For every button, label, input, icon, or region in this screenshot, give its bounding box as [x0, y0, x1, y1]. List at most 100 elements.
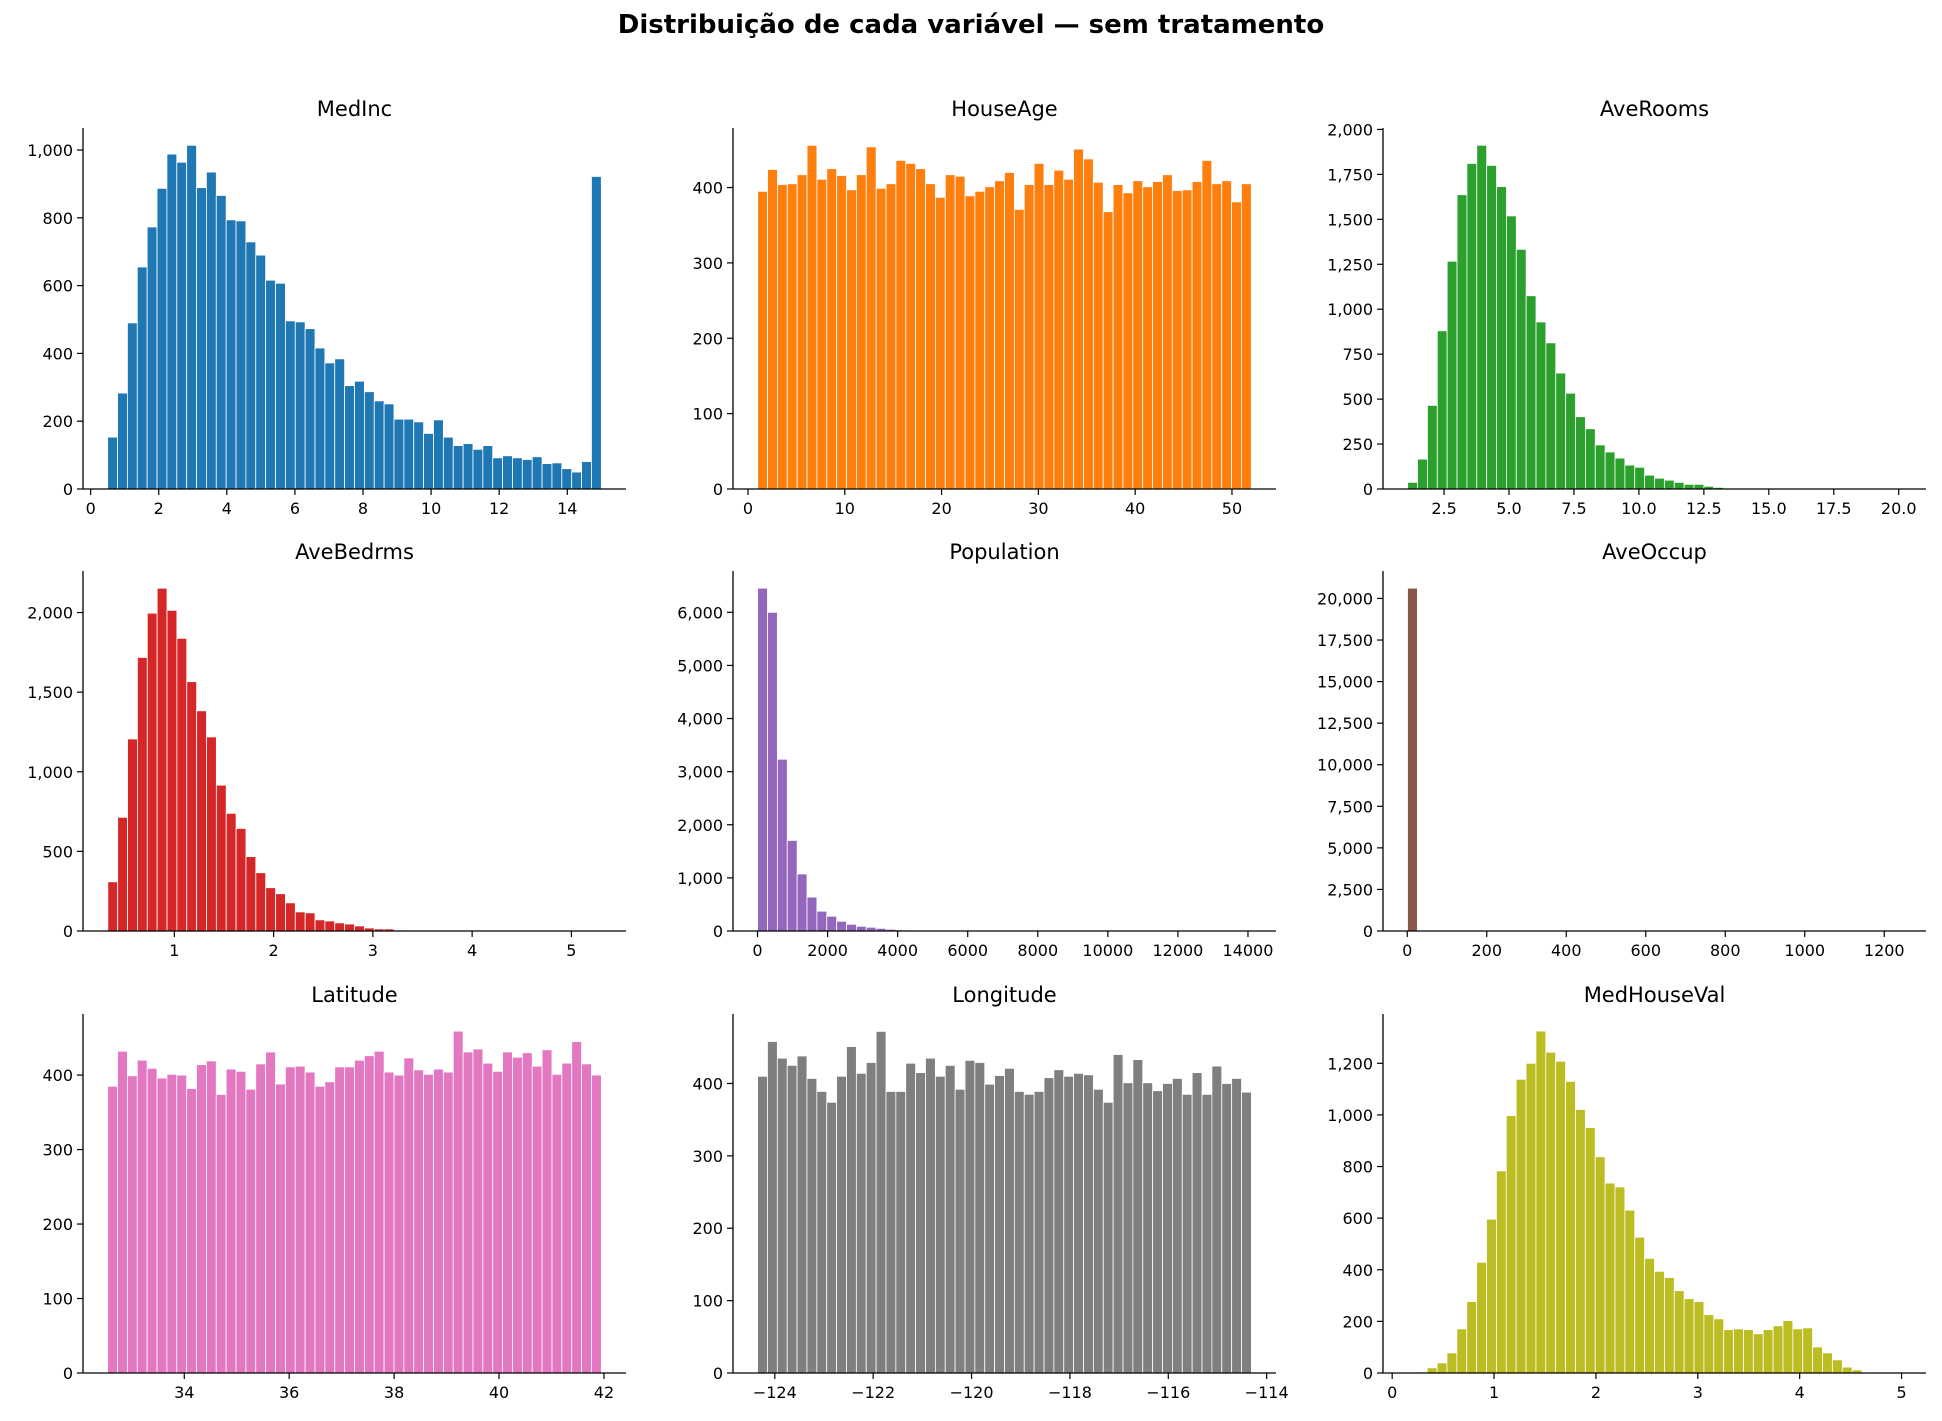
histogram-bar	[1162, 174, 1173, 490]
histogram-bar	[826, 1101, 838, 1374]
y-tick-label: 1,750	[1327, 165, 1373, 184]
histogram-bar	[865, 1062, 877, 1374]
y-tick-label: 2,500	[1327, 880, 1373, 899]
histogram-bar	[275, 282, 286, 490]
histogram-bar	[786, 183, 798, 490]
histogram-bar	[855, 1072, 867, 1374]
x-tick-label: 50	[1222, 499, 1242, 518]
histogram-bar	[423, 1073, 434, 1374]
histogram-bar	[1683, 1298, 1695, 1374]
x-tick-label: 10	[835, 499, 855, 518]
histogram-bar	[895, 1091, 907, 1374]
histogram-bar	[156, 587, 168, 932]
histogram-bar	[1584, 428, 1596, 490]
histogram-bar	[403, 1057, 415, 1374]
x-tick-label: 4000	[877, 941, 918, 960]
histogram-bar	[905, 163, 917, 490]
histogram-bar	[1221, 1083, 1233, 1374]
histogram-bar	[1545, 1051, 1557, 1374]
histogram-bar	[1575, 416, 1586, 490]
histogram-bar	[1043, 184, 1055, 490]
y-tick-label: 100	[42, 1290, 73, 1309]
x-tick-label: 0	[752, 941, 762, 960]
histogram-bar	[512, 457, 523, 490]
histogram-bar	[186, 1088, 197, 1374]
histogram-bar	[393, 1074, 405, 1374]
histogram-bar	[521, 1052, 533, 1374]
histogram-bar	[117, 392, 128, 490]
histogram-bar	[1624, 1209, 1636, 1374]
histogram-bar	[344, 1066, 355, 1374]
histogram-bar	[334, 358, 346, 490]
histogram-bar	[334, 1066, 346, 1374]
x-tick-label: 2	[154, 499, 164, 518]
histogram-bar	[186, 681, 198, 932]
histogram-bar	[373, 400, 385, 490]
histogram-bar	[954, 1088, 966, 1374]
histogram-bar	[1112, 1054, 1124, 1374]
histogram-bar	[757, 1075, 768, 1374]
histogram-bar	[1132, 180, 1144, 490]
histogram-bar	[1584, 1127, 1596, 1374]
histogram-bar	[1663, 1277, 1675, 1374]
y-tick-label: 200	[1342, 1312, 1373, 1331]
histogram-bar	[442, 436, 454, 490]
x-tick-label: 0	[86, 499, 96, 518]
histogram-bar	[146, 612, 158, 932]
histogram-bar	[472, 448, 484, 490]
histogram-bar	[934, 1075, 946, 1374]
histogram-bar	[433, 1068, 444, 1374]
x-tick-label: 5	[1896, 1383, 1906, 1402]
histogram-bar	[423, 433, 434, 490]
histogram-bar	[284, 320, 296, 490]
histogram-bar	[581, 1063, 592, 1374]
y-tick-label: 17,500	[1317, 631, 1373, 650]
panel-title: Population	[949, 540, 1059, 564]
histogram-bar	[462, 1051, 474, 1374]
histogram-bar	[994, 180, 1005, 490]
histogram-bar	[314, 1085, 326, 1374]
y-tick-label: 5,000	[1327, 839, 1373, 858]
x-tick-label: 10	[421, 499, 441, 518]
histogram-bar	[502, 455, 513, 490]
histogram-bar	[925, 183, 936, 490]
y-tick-label: 600	[1342, 1209, 1373, 1228]
x-tick-label: 12000	[1152, 941, 1203, 960]
histogram-bar	[205, 1060, 217, 1374]
histogram-bar	[777, 184, 788, 490]
histogram-bar	[235, 220, 247, 490]
histogram-bar	[383, 1071, 395, 1374]
x-tick-label: 600	[1630, 941, 1661, 960]
histogram-bar	[1594, 444, 1606, 490]
x-tick-label: 1	[1489, 1383, 1499, 1402]
histogram-bar	[1486, 1218, 1497, 1374]
y-tick-label: 1,000	[27, 763, 73, 782]
histogram-bar	[265, 279, 276, 490]
histogram-bar	[225, 1068, 237, 1374]
x-tick-label: 14	[557, 499, 577, 518]
y-tick-label: 0	[1363, 1364, 1373, 1383]
histogram-bar	[1171, 1078, 1183, 1374]
histogram-bar	[541, 463, 553, 490]
histogram-bar	[1122, 192, 1134, 490]
histogram-bar	[1013, 208, 1025, 490]
histogram-bar	[826, 915, 838, 932]
histogram-bar	[206, 736, 217, 932]
histogram-bar	[1112, 184, 1124, 490]
histogram-bar	[796, 873, 808, 932]
x-tick-label: 2	[269, 941, 279, 960]
histogram-bar	[1436, 330, 1448, 490]
y-tick-label: 200	[42, 412, 73, 431]
panel-title: MedInc	[317, 97, 392, 121]
histogram-bar	[1495, 1170, 1507, 1374]
x-tick-label: −114	[1245, 1383, 1289, 1402]
histogram-bar	[1644, 474, 1655, 490]
histogram-bar	[1201, 1093, 1213, 1374]
y-tick-label: 12,500	[1317, 714, 1373, 733]
histogram-bar	[836, 920, 847, 932]
histogram-bar	[1063, 1075, 1075, 1374]
y-tick-label: 500	[1342, 390, 1373, 409]
histogram-bar	[915, 168, 926, 490]
histogram-bar	[1092, 181, 1104, 490]
